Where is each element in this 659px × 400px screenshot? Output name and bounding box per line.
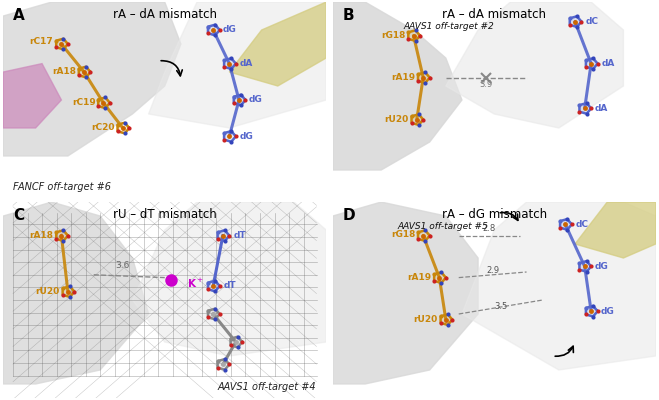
Polygon shape (217, 359, 229, 370)
Text: rA – dA mismatch: rA – dA mismatch (442, 8, 546, 21)
Polygon shape (217, 230, 229, 241)
Text: dC: dC (575, 220, 588, 229)
Text: dA: dA (239, 59, 253, 68)
Polygon shape (575, 202, 656, 258)
Text: rA18: rA18 (52, 68, 76, 76)
Polygon shape (411, 114, 423, 125)
Polygon shape (208, 281, 219, 291)
Polygon shape (79, 67, 90, 77)
Text: AAVS1 off-target #2: AAVS1 off-target #2 (404, 22, 495, 31)
Text: rA19: rA19 (407, 273, 432, 282)
Text: rC17: rC17 (30, 37, 53, 46)
Polygon shape (3, 2, 181, 156)
Polygon shape (148, 2, 326, 128)
Polygon shape (63, 286, 74, 297)
Text: dC: dC (585, 17, 598, 26)
Text: 3.9: 3.9 (480, 80, 493, 89)
Text: dT: dT (223, 282, 237, 290)
Text: rU20: rU20 (414, 315, 438, 324)
Text: dT: dT (233, 231, 246, 240)
Polygon shape (224, 58, 236, 69)
Polygon shape (570, 16, 581, 27)
Text: rC19: rC19 (72, 98, 96, 107)
Text: 2.8: 2.8 (483, 224, 496, 232)
Text: K$^+$: K$^+$ (187, 277, 204, 290)
Text: dA: dA (601, 59, 615, 68)
Text: dG: dG (223, 26, 237, 34)
Text: B: B (343, 8, 354, 23)
Polygon shape (132, 202, 326, 356)
Polygon shape (586, 58, 598, 69)
Text: C: C (13, 208, 24, 223)
Polygon shape (333, 202, 478, 384)
Polygon shape (333, 2, 462, 170)
Polygon shape (586, 306, 598, 316)
Text: 3.6: 3.6 (115, 261, 130, 270)
Polygon shape (231, 337, 243, 347)
Text: rA – dA mismatch: rA – dA mismatch (113, 8, 217, 21)
Polygon shape (3, 64, 61, 128)
Text: rC20: rC20 (91, 124, 115, 132)
Text: rA – dG mismatch: rA – dG mismatch (442, 208, 547, 221)
Text: 3.5: 3.5 (494, 302, 507, 311)
Text: FANCF off-target #6: FANCF off-target #6 (13, 182, 111, 192)
Text: dG: dG (239, 132, 253, 141)
Text: D: D (343, 208, 355, 223)
Text: rG18: rG18 (382, 31, 406, 40)
Polygon shape (56, 39, 68, 49)
Polygon shape (462, 202, 656, 370)
Text: A: A (13, 8, 25, 23)
Polygon shape (117, 123, 129, 133)
Polygon shape (579, 103, 591, 114)
Text: rU – dT mismatch: rU – dT mismatch (113, 208, 217, 221)
Polygon shape (409, 30, 420, 41)
Polygon shape (229, 2, 326, 86)
Text: dG: dG (249, 96, 263, 104)
Polygon shape (446, 2, 623, 128)
Text: dG: dG (601, 307, 615, 316)
Text: rA18: rA18 (30, 231, 53, 240)
Polygon shape (418, 72, 430, 83)
Polygon shape (434, 272, 446, 283)
Polygon shape (234, 95, 245, 105)
Polygon shape (56, 230, 68, 241)
Text: 2.9: 2.9 (486, 266, 500, 274)
Text: rA19: rA19 (391, 73, 415, 82)
Text: AAVS1 off-target #5: AAVS1 off-target #5 (397, 222, 488, 230)
Text: AAVS1 off-target #4: AAVS1 off-target #4 (218, 382, 316, 392)
Text: rU20: rU20 (36, 287, 60, 296)
Polygon shape (224, 131, 236, 142)
Text: dG: dG (594, 262, 608, 271)
Polygon shape (3, 202, 148, 384)
Polygon shape (208, 309, 219, 319)
Polygon shape (98, 98, 110, 108)
Polygon shape (418, 230, 430, 241)
Text: rU20: rU20 (385, 115, 409, 124)
Polygon shape (208, 25, 219, 35)
Text: dA: dA (595, 104, 608, 113)
Polygon shape (441, 314, 452, 325)
Text: rG18: rG18 (391, 230, 415, 239)
Polygon shape (579, 261, 591, 272)
Polygon shape (560, 219, 572, 230)
